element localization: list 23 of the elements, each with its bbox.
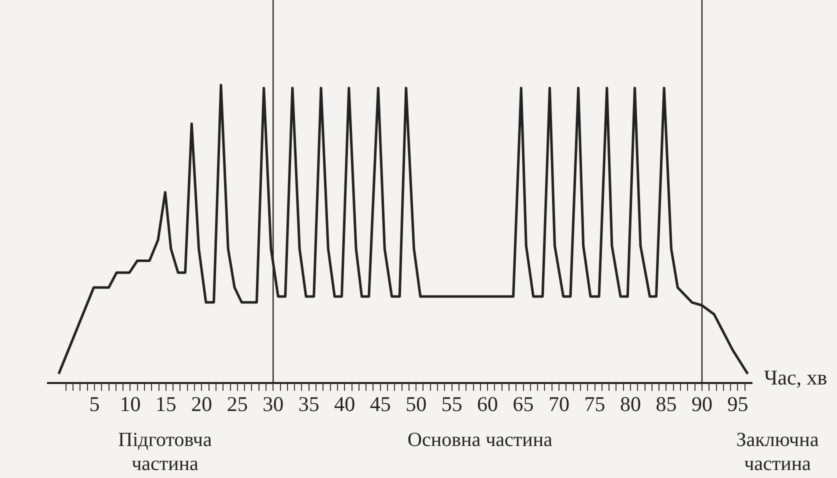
x-tick-label: 50 [406,392,427,416]
x-axis-title: Час, хв [764,365,828,390]
x-tick-label: 85 [656,392,677,416]
x-tick-label: 90 [691,392,712,416]
x-tick-label: 20 [191,392,212,416]
x-tick-label: 45 [370,392,391,416]
x-tick-label: 60 [477,392,498,416]
x-tick-label: 35 [298,392,320,416]
x-tick-label: 25 [226,392,248,416]
x-tick-label: 40 [334,392,356,416]
x-tick-label: 5 [89,392,100,416]
x-tick-label: 95 [727,392,748,416]
x-tick-label: 30 [262,392,284,416]
text: Основна частина [406,428,554,452]
x-tick-label: 15 [155,392,176,416]
x-tick-label: 75 [584,392,606,416]
x-tick-label: 10 [120,392,141,416]
x-tick-label: 80 [620,392,641,416]
x-tick-label: 55 [441,392,462,416]
text: Підготовча частина [117,428,213,476]
x-tick-label: 70 [548,392,570,416]
x-tick-label: 65 [512,392,534,416]
text: Заключна частина [735,428,820,476]
